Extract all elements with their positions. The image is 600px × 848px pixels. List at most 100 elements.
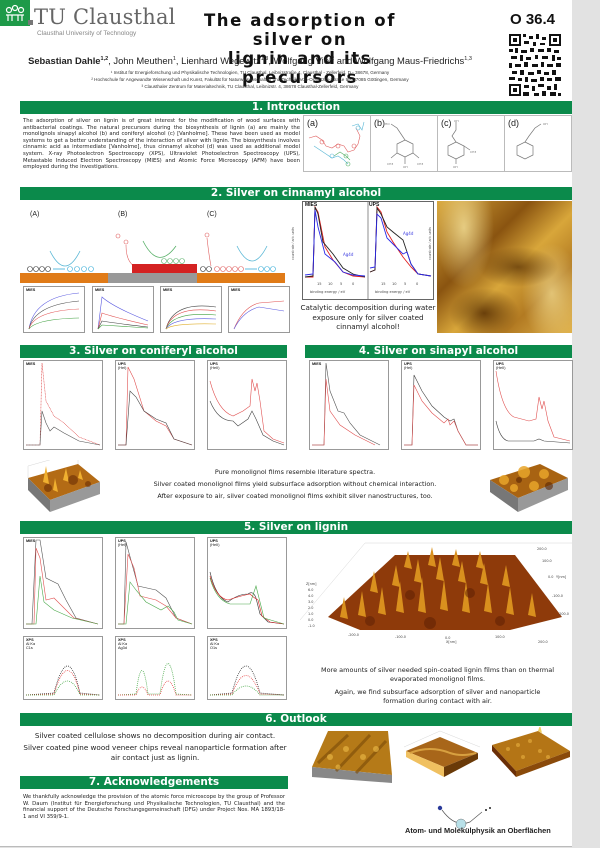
lignin-xps-o1s: XPS Al Kα O1s <box>207 636 287 700</box>
svg-text:-1.0: -1.0 <box>308 624 315 628</box>
lignin-plot-ups-hei: UPS (HeI) <box>115 537 195 629</box>
kinetic-plot-2: MIES <box>92 286 154 333</box>
university-crest-logo <box>0 0 30 26</box>
cinnamyl-alcohol-structure-icon: OH <box>516 122 548 160</box>
coniferyl-plot-ups-hei: UPS (HeI) <box>115 360 195 450</box>
afm-3d-coniferyl <box>27 460 100 512</box>
svg-text:200.0: 200.0 <box>538 640 548 644</box>
svg-text:OH: OH <box>543 122 548 126</box>
section-heading-introduction: 1. Introduction <box>20 101 572 114</box>
sinapyl-plot-ups-heii: UPS (HeII) <box>493 360 573 450</box>
svg-text:10: 10 <box>392 282 397 286</box>
svg-text:Y[nm]: Y[nm] <box>556 575 567 579</box>
scheme-c-diagram <box>197 232 285 283</box>
lignin-plot-ups-heii: UPS (HeII) <box>207 537 287 629</box>
scheme-c: (C) <box>197 201 285 283</box>
section-heading-lignin: 5. Silver on lignin <box>20 521 572 534</box>
svg-text:100.0: 100.0 <box>495 635 505 639</box>
affiliation-2: ² Hochschule für Angewandte Wissenschaft… <box>91 77 409 82</box>
lignin-caption-1: More amounts of silver needed spin-coate… <box>321 666 554 683</box>
svg-text:15: 15 <box>381 282 386 286</box>
svg-text:0.0: 0.0 <box>308 618 313 622</box>
group-logo-icon <box>437 805 491 830</box>
outlook-line-2: Silver coated pine wood veneer chips rev… <box>23 743 287 762</box>
afm-3d-lignin: Z[nm] 6.0 4.0 3.0 2.0 1.0 0.0 -1.0 -200.0 -100.… <box>300 542 572 644</box>
coniferyl-alcohol-structure-icon: OH CH3 OH <box>447 119 476 169</box>
svg-text:10: 10 <box>328 282 333 286</box>
sinapyl-plot-mies: MIES <box>309 360 389 450</box>
svg-text:-100.0: -100.0 <box>395 635 406 639</box>
scheme-b-diagram <box>108 233 197 283</box>
university-subtitle: Clausthal University of Technology <box>37 30 137 37</box>
lignin-xps-c1s: XPS Al Kα C1s <box>23 636 103 700</box>
section-heading-coniferyl: 3. Silver on coniferyl alcohol <box>20 345 287 358</box>
svg-text:4.0: 4.0 <box>308 594 313 598</box>
lignin-plot-mies: MIES <box>23 537 103 629</box>
scheme-a: (A) <box>20 201 109 283</box>
qr-code-icon[interactable] <box>509 34 561 96</box>
scheme-a-diagram <box>20 250 108 283</box>
cinnamyl-ylabel-right: count rate / arb. units <box>428 227 432 260</box>
lignin-caption-2: Again, we find subsurface adsorption of … <box>334 688 541 705</box>
monolignol-summary: Pure monolignol films resemble literatur… <box>153 468 437 500</box>
svg-text:5: 5 <box>340 282 342 286</box>
introduction-text: The adsorption of silver on lignin is of… <box>23 118 300 171</box>
svg-text:-100.0: -100.0 <box>552 594 563 598</box>
svg-text:3.0: 3.0 <box>308 600 313 604</box>
affiliation-1: ¹ Institut für Energieforschung und Phys… <box>110 70 390 75</box>
svg-text:Z[nm]: Z[nm] <box>306 582 317 586</box>
afm-3d-cellulose <box>312 731 392 783</box>
svg-text:0.0: 0.0 <box>548 575 553 579</box>
section-heading-acknowledgements: 7. Acknowledgements <box>20 776 288 789</box>
afm-image-cinnamyl <box>437 201 572 333</box>
crest-icon <box>5 4 25 21</box>
svg-text:200.0: 200.0 <box>537 547 547 551</box>
sinapyl-alcohol-structure-icon: HO CH3 OH CH3 <box>385 122 423 169</box>
svg-text:-200.0: -200.0 <box>348 633 359 637</box>
svg-text:5: 5 <box>404 282 406 286</box>
svg-text:Ag4d: Ag4d <box>343 252 354 257</box>
svg-text:2.0: 2.0 <box>308 606 313 610</box>
svg-text:-200.0: -200.0 <box>558 612 569 616</box>
svg-text:1.0: 1.0 <box>308 612 313 616</box>
afm-3d-pine-wood <box>403 730 481 777</box>
svg-text:X[nm]: X[nm] <box>446 640 457 644</box>
poster: TU Clausthal Clausthal University of Tec… <box>0 0 573 847</box>
afm-3d-sinapyl <box>490 464 568 512</box>
svg-text:CH3: CH3 <box>470 150 476 154</box>
author-list: Sebastian Dahle1,2, John Meuthen1, Lienh… <box>28 55 472 66</box>
svg-text:HO: HO <box>385 122 390 126</box>
cinnamyl-caption: Catalytic decomposition during water exp… <box>300 303 436 331</box>
svg-text:Ag4d: Ag4d <box>403 231 414 236</box>
affiliation-3: ³ Clausthaler Zentrum für Materialtechni… <box>141 84 359 89</box>
section-heading-outlook: 6. Outlook <box>20 713 572 726</box>
coniferyl-plot-ups-heii: UPS (HeII) <box>207 360 287 450</box>
poster-code: O 36.4 <box>510 11 556 28</box>
lignin-xps-ag3d: XPS Al Kα Ag3d <box>115 636 195 700</box>
svg-text:OH: OH <box>453 165 458 169</box>
svg-text:OH: OH <box>403 165 408 169</box>
svg-text:0: 0 <box>352 282 355 286</box>
logo-square <box>28 20 33 25</box>
cinnamyl-spectra: MIES UPS Ag4d Ag4d 15 10 5 0 15 10 5 0 binding … <box>302 201 434 300</box>
svg-text:CH3: CH3 <box>387 162 393 166</box>
poster-title: The adsorption of silver on lignin and i… <box>203 11 397 87</box>
section-heading-cinnamyl: 2. Silver on cinnamyl alcohol <box>20 187 572 200</box>
svg-text:binding energy / eV: binding energy / eV <box>375 290 411 294</box>
molecule-panel-cinnamyl: (d) OH <box>504 115 572 172</box>
lignin-structure-icon <box>308 121 365 167</box>
group-name: Atom- und Molekülphysik an Oberflächen <box>405 826 551 835</box>
svg-text:CH3: CH3 <box>417 162 423 166</box>
svg-text:0.0: 0.0 <box>445 636 450 640</box>
molecule-panel-coniferyl: (c) OH CH3 OH <box>437 115 505 172</box>
molecule-panel-sinapyl: (b) HO CH3 OH CH3 <box>370 115 438 172</box>
section-heading-sinapyl: 4. Silver on sinapyl alcohol <box>305 345 572 358</box>
outlook-line-1: Silver coated cellulose shows no decompo… <box>34 731 276 740</box>
svg-text:100.0: 100.0 <box>542 559 552 563</box>
afm-3d-pine-wood-silver <box>492 727 570 777</box>
kinetic-plot-3: MIES <box>160 286 222 333</box>
molecule-panel-lignin: (a) <box>303 115 371 172</box>
mies-ups-spectra-chart: Ag4d Ag4d 15 10 5 0 15 10 5 0 binding energy / … <box>304 202 432 299</box>
svg-text:6.0: 6.0 <box>308 588 313 592</box>
kinetic-plot-1: MIES <box>23 286 85 333</box>
